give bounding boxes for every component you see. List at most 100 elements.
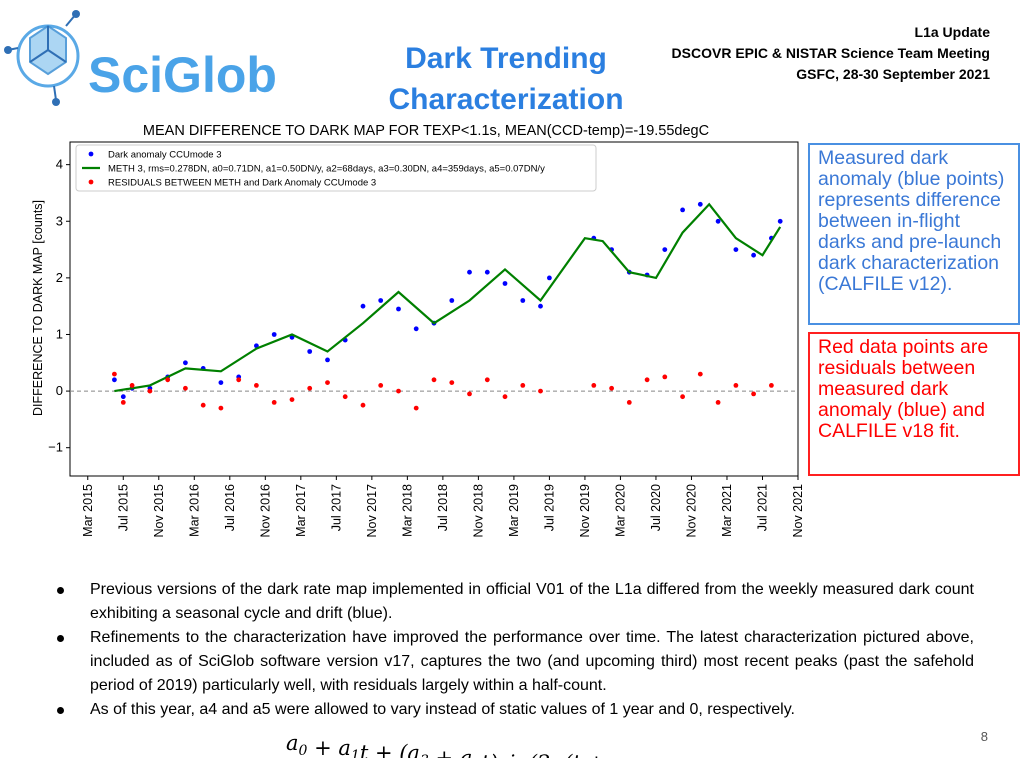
residual-point — [413, 405, 419, 411]
residual-point — [449, 380, 455, 385]
chart-svg: MEAN DIFFERENCE TO DARK MAP FOR TEXP<1.1… — [31, 123, 805, 538]
x-tick-label: Mar 2016 — [187, 484, 201, 537]
residual-point — [396, 388, 401, 394]
residual-point — [431, 377, 437, 383]
y-tick-label: −1 — [48, 440, 63, 455]
legend-swatch-point — [88, 151, 94, 157]
legend-entry-label: RESIDUALS BETWEEN METH and Dark Anomaly … — [108, 178, 376, 189]
y-tick-label: 0 — [56, 383, 63, 398]
residual-point — [307, 385, 313, 391]
x-tick-label: Jul 2017 — [329, 484, 343, 531]
residual-point — [467, 391, 472, 397]
dark-anomaly-point — [697, 201, 703, 207]
x-tick-label: Nov 2019 — [578, 484, 592, 538]
dark-anomaly-point — [378, 298, 384, 303]
residual-point — [378, 383, 384, 388]
residual-point — [254, 383, 259, 388]
dark-anomaly-point — [307, 349, 313, 354]
x-tick-label: Mar 2020 — [613, 484, 627, 537]
residual-point — [120, 400, 126, 405]
slide-title-line2: Characterization — [388, 83, 624, 116]
residual-point — [591, 383, 597, 388]
dark-anomaly-point — [680, 207, 685, 213]
dark-anomaly-point — [112, 377, 117, 383]
blue-points-note: Measured dark anomaly (blue points) repr… — [808, 143, 1020, 325]
legend-entry-label: Dark anomaly CCUmode 3 — [108, 150, 222, 161]
residual-point — [644, 377, 650, 383]
slide-title-line1: Dark Trending — [405, 42, 607, 75]
residual-point — [626, 400, 632, 405]
residual-point — [662, 374, 668, 380]
sciglob-logo: SciGlob — [4, 4, 324, 116]
bullet-dot-icon — [57, 635, 64, 642]
header-line1: L1a Update — [914, 24, 990, 40]
logo-text: SciGlob — [88, 47, 277, 103]
residual-point — [218, 405, 224, 411]
dark-anomaly-point — [662, 247, 668, 253]
plot-area — [69, 141, 799, 477]
dark-anomaly-point — [751, 252, 756, 258]
slide-title: Dark Trending Characterization — [356, 38, 656, 120]
bullet-text: As of this year, a4 and a5 were allowed … — [90, 701, 795, 718]
y-tick-label: 4 — [56, 157, 63, 172]
x-tick-label: Jul 2018 — [436, 484, 450, 531]
residual-point — [680, 394, 685, 400]
residual-point — [538, 388, 543, 394]
x-tick-label: Jul 2021 — [756, 484, 770, 531]
residual-point — [147, 388, 153, 394]
x-tick-label: Mar 2015 — [81, 484, 95, 537]
chart-legend-box — [75, 144, 597, 192]
x-tick-label: Nov 2015 — [152, 484, 166, 538]
dark-anomaly-point — [520, 298, 526, 303]
x-tick-label: Mar 2019 — [507, 484, 521, 537]
dark-anomaly-point — [325, 357, 330, 363]
bullet-item: Refinements to the characterization have… — [48, 626, 974, 698]
chart-title: MEAN DIFFERENCE TO DARK MAP FOR TEXP<1.1… — [143, 123, 709, 139]
legend-swatch-point — [88, 179, 94, 185]
dark-anomaly-point — [396, 306, 401, 312]
x-tick-label: Nov 2016 — [258, 484, 272, 538]
dark-anomaly-point — [413, 326, 419, 332]
dark-anomaly-point — [183, 360, 188, 366]
x-tick-label: Mar 2018 — [400, 484, 414, 537]
residual-point — [183, 385, 188, 391]
x-tick-label: Jul 2016 — [223, 484, 237, 531]
residual-point — [236, 377, 242, 383]
dark-anomaly-point — [360, 303, 366, 309]
bullet-list: Previous versions of the dark rate map i… — [48, 578, 974, 722]
header-line2: DSCOVR EPIC & NISTAR Science Team Meetin… — [671, 45, 990, 61]
x-tick-label: Jul 2019 — [542, 484, 556, 531]
x-tick-label: Mar 2021 — [720, 484, 734, 537]
residual-point — [325, 380, 330, 385]
residual-point — [520, 383, 526, 388]
residual-point — [733, 383, 739, 388]
dark-anomaly-point — [777, 218, 783, 224]
series-line-meth3 — [114, 202, 782, 393]
residual-point — [342, 394, 348, 400]
dark-anomaly-point — [715, 218, 721, 224]
residual-point — [609, 385, 614, 391]
dark-anomaly-point — [733, 247, 739, 253]
residual-point — [112, 371, 117, 377]
residual-point — [271, 400, 277, 405]
residual-point — [715, 400, 721, 405]
bullet-dot-icon — [57, 707, 64, 714]
residual-point — [769, 383, 774, 388]
dark-anomaly-point — [218, 380, 224, 385]
x-tick-label: Jul 2015 — [116, 484, 130, 531]
residual-point — [289, 397, 295, 402]
residual-point — [200, 402, 206, 408]
dark-anomaly-point — [120, 394, 126, 400]
red-points-note: Red data points are residuals between me… — [808, 332, 1020, 476]
x-tick-label: Jul 2020 — [649, 484, 663, 531]
dark-anomaly-point — [467, 269, 472, 275]
residual-point — [129, 383, 135, 388]
bullet-item: As of this year, a4 and a5 were allowed … — [48, 698, 974, 722]
x-tick-label: Nov 2021 — [791, 484, 805, 538]
fit-formula-text: a0 + a1t + (a3 + a5t)sin(2π(t + a2)/a4) — [286, 731, 678, 758]
x-tick-label: Nov 2018 — [471, 484, 485, 538]
header-line3: GSFC, 28-30 September 2021 — [796, 66, 990, 82]
residual-point — [502, 394, 508, 400]
y-tick-label: 3 — [56, 213, 63, 228]
bullet-item: Previous versions of the dark rate map i… — [48, 578, 974, 626]
